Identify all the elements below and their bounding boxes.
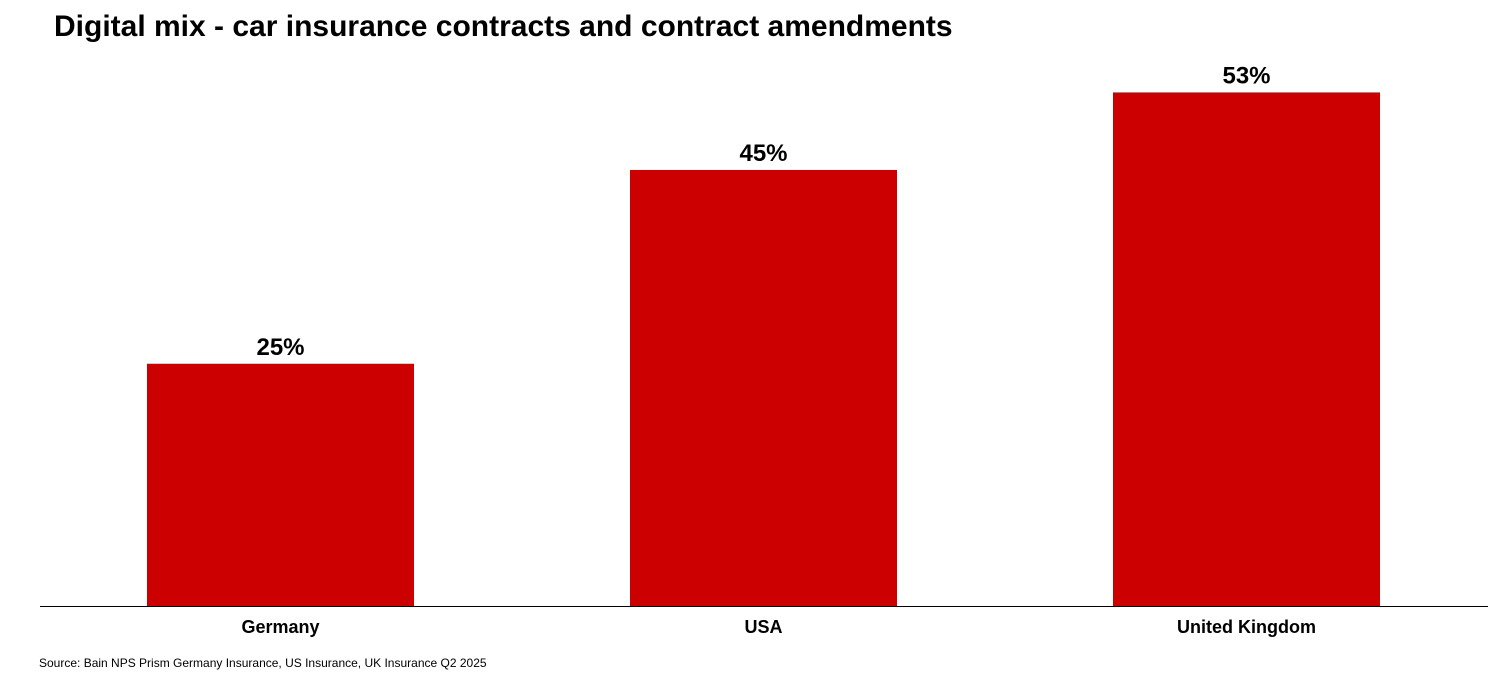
data-label: 45% bbox=[739, 140, 787, 167]
bar-united-kingdom bbox=[1113, 92, 1380, 607]
chart-title: Digital mix - car insurance contracts an… bbox=[54, 10, 953, 43]
data-label: 25% bbox=[256, 334, 304, 361]
bar-usa bbox=[630, 169, 897, 606]
x-tick-label: United Kingdom bbox=[1177, 617, 1316, 637]
x-tick-label: Germany bbox=[241, 617, 319, 637]
data-label: 53% bbox=[1222, 62, 1270, 89]
bar-germany bbox=[147, 363, 414, 606]
source-note: Source: Bain NPS Prism Germany Insurance… bbox=[39, 656, 487, 670]
x-tick-label: USA bbox=[744, 617, 782, 637]
